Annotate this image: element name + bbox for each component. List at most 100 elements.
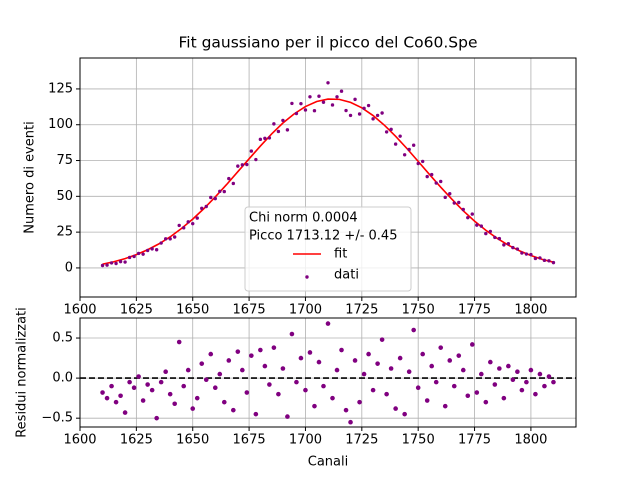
data-point (348, 113, 353, 118)
data-point (113, 399, 119, 405)
data-point (452, 201, 456, 205)
data-point (172, 235, 177, 239)
x-tick-label: 1700 (289, 433, 322, 448)
data-point (366, 103, 371, 108)
data-point (181, 383, 187, 389)
axes-frame (79, 57, 577, 298)
data-point (515, 369, 520, 374)
data-point (524, 379, 529, 385)
data-point (249, 353, 254, 358)
data-point (406, 369, 412, 374)
data-point (231, 407, 236, 413)
y-tick-label: 25 (56, 225, 73, 240)
data-point (542, 383, 547, 389)
data-point (167, 391, 173, 397)
data-point (416, 161, 420, 166)
data-point (199, 361, 205, 366)
data-point (177, 223, 181, 228)
data-point (289, 331, 295, 337)
data-point (357, 112, 362, 116)
data-point (519, 387, 525, 393)
chart-title: Fit gaussiano per il picco del Co60.Spe (178, 34, 477, 52)
data-point (298, 355, 304, 361)
data-point (231, 181, 236, 186)
data-point (528, 367, 534, 373)
data-point (524, 252, 529, 256)
data-point (402, 153, 407, 157)
data-point (537, 371, 543, 377)
data-point (258, 347, 263, 353)
x-tick-label: 1775 (458, 303, 491, 318)
x-tick-label: 1700 (289, 303, 322, 318)
y-tick-label: 0.5 (52, 331, 73, 346)
data-point (312, 403, 317, 409)
data-point (253, 411, 259, 417)
y-axis-label: Residui normalizzati (15, 307, 30, 438)
data-point (249, 149, 254, 153)
data-point (439, 179, 443, 184)
data-point (334, 367, 340, 373)
data-point (330, 395, 335, 401)
data-point (361, 371, 367, 377)
data-point (276, 129, 281, 134)
data-point (330, 103, 335, 107)
x-tick-label: 1625 (120, 303, 153, 318)
data-point (218, 189, 222, 194)
data-point (227, 176, 231, 181)
data-point (438, 345, 444, 350)
data-point (433, 379, 439, 385)
x-tick-label: 1675 (233, 433, 266, 448)
data-point (267, 382, 272, 387)
x-tick-label: 1725 (345, 303, 378, 318)
data-point (186, 220, 190, 224)
data-point (321, 100, 326, 104)
data-point (533, 256, 538, 261)
data-point (425, 174, 429, 179)
data-point (127, 255, 132, 260)
data-point (538, 256, 542, 260)
data-point (195, 216, 199, 220)
data-point (479, 224, 484, 228)
data-point (393, 406, 398, 411)
data-point (493, 235, 497, 240)
data-point (502, 243, 506, 247)
data-point (294, 111, 299, 116)
data-point (393, 142, 398, 146)
data-point (429, 363, 435, 369)
data-point (154, 415, 159, 421)
data-point (466, 215, 470, 220)
legend-swatch (305, 275, 309, 279)
data-point (402, 411, 407, 417)
y-tick-label: 50 (56, 189, 73, 204)
data-point (348, 419, 353, 425)
data-point (339, 89, 344, 93)
data-point (240, 367, 245, 373)
data-point (308, 95, 312, 99)
x-tick-label: 1775 (458, 433, 491, 448)
data-point (172, 401, 177, 407)
data-point (375, 113, 380, 118)
x-tick-label: 1650 (176, 433, 209, 448)
data-point (461, 207, 465, 212)
y-tick-label: 125 (48, 81, 73, 96)
data-point (217, 371, 223, 377)
data-point (457, 200, 461, 205)
data-point (375, 361, 380, 366)
data-point (163, 237, 168, 241)
data-point (398, 134, 402, 138)
x-tick-label: 1600 (63, 303, 96, 318)
data-point (389, 127, 393, 132)
data-point (150, 247, 154, 251)
data-point (212, 385, 218, 391)
data-point (267, 136, 272, 140)
data-point (460, 367, 466, 373)
data-point (290, 101, 294, 106)
data-point (190, 406, 196, 411)
x-tick-label: 1800 (514, 303, 547, 318)
data-point (136, 374, 141, 379)
data-point (488, 359, 493, 365)
data-point (551, 379, 556, 385)
data-point (370, 387, 376, 393)
data-point (470, 212, 474, 216)
y-axis-label: Numero di eventi (23, 121, 38, 233)
